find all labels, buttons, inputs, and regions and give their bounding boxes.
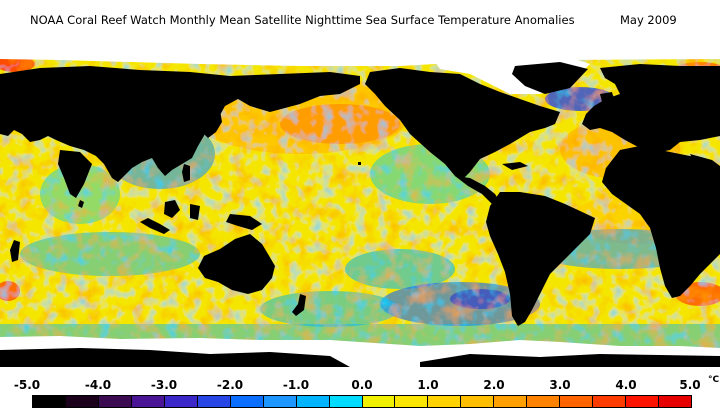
colorbar-swatch (197, 396, 231, 407)
sst-anomaly-map (0, 54, 720, 367)
colorbar-swatch (494, 396, 528, 407)
colorbar-swatch (461, 396, 495, 407)
colorbar-tick-label: -3.0 (150, 378, 178, 392)
colorbar-swatch (560, 396, 594, 407)
colorbar-tick-label: 4.0 (615, 378, 637, 392)
colorbar-swatch (296, 396, 330, 407)
colorbar-swatch (593, 396, 627, 407)
colorbar-tick-label: -2.0 (216, 378, 244, 392)
colorbar-swatch (362, 396, 396, 407)
land-masses (0, 62, 720, 367)
colorbar-swatch (263, 396, 297, 407)
map-title-bar: NOAA Coral Reef Watch Monthly Mean Satel… (0, 13, 720, 29)
colorbar-unit: °C (708, 375, 720, 385)
colorbar-swatch (659, 396, 692, 407)
map-date: May 2009 (620, 13, 677, 27)
colorbar-tick-labels: -5.0 -4.0 -3.0 -2.0 -1.0 0.0 1.0 2.0 3.0 4.0 5.0 °C (0, 375, 720, 394)
colorbar-swatch (626, 396, 660, 407)
map-title: NOAA Coral Reef Watch Monthly Mean Satel… (30, 13, 575, 27)
colorbar-tick-label: -5.0 (13, 378, 41, 392)
colorbar-swatch (33, 396, 66, 407)
colorbar-tick-label: 0.0 (351, 378, 373, 392)
colorbar-swatch (428, 396, 462, 407)
colorbar-swatch (329, 396, 363, 407)
colorbar-tick-label: 5.0 (679, 378, 701, 392)
colorbar (32, 395, 692, 408)
colorbar-swatch (527, 396, 561, 407)
colorbar-swatch (164, 396, 198, 407)
colorbar-tick-label: 3.0 (549, 378, 571, 392)
colorbar-tick-label: -4.0 (84, 378, 112, 392)
colorbar-tick-label: -1.0 (282, 378, 310, 392)
colorbar-swatch (395, 396, 429, 407)
colorbar-swatch (230, 396, 264, 407)
colorbar-tick-label: 1.0 (417, 378, 439, 392)
colorbar-tick-label: 2.0 (483, 378, 505, 392)
colorbar-swatch (98, 396, 132, 407)
colorbar-swatch (65, 396, 99, 407)
colorbar-swatch (131, 396, 165, 407)
